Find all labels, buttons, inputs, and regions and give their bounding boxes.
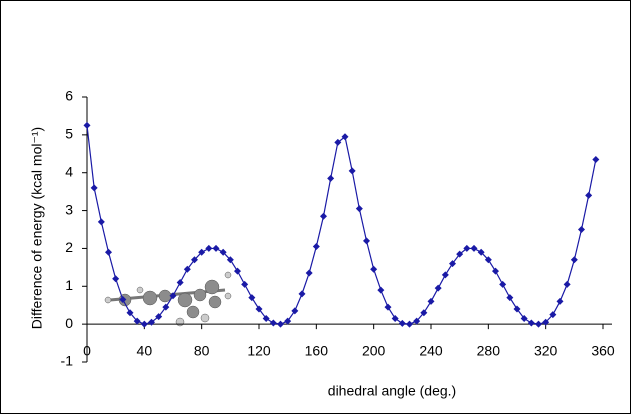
x-tick-label: 280 [477, 343, 501, 359]
data-point [198, 248, 206, 256]
x-tick-label: 40 [137, 343, 153, 359]
data-point [592, 155, 600, 163]
data-point [212, 244, 220, 252]
data-point [463, 244, 471, 252]
data-point [434, 284, 442, 292]
data-point [549, 311, 557, 319]
data-point [535, 320, 542, 328]
x-tick-label: 320 [534, 343, 558, 359]
data-point [398, 319, 406, 327]
data-point [420, 309, 428, 317]
data-point [484, 256, 492, 264]
data-point [441, 271, 449, 279]
data-point [119, 296, 127, 304]
y-tick-label: -1 [61, 353, 74, 369]
data-point [140, 320, 148, 328]
data-point [148, 318, 155, 326]
data-point [413, 317, 421, 325]
molecule-illustration [104, 271, 232, 327]
x-tick-label: 240 [419, 343, 443, 359]
data-point [176, 279, 184, 286]
x-tick-label: 120 [247, 343, 271, 359]
y-tick-label: 1 [65, 277, 73, 293]
data-point [183, 265, 191, 273]
data-point [456, 250, 464, 258]
data-point [83, 121, 91, 129]
data-point [341, 133, 349, 141]
data-point [513, 305, 521, 313]
data-point [305, 269, 313, 277]
data-point [499, 280, 507, 288]
data-point [477, 248, 485, 256]
y-tick-label: 3 [65, 201, 73, 217]
data-point [284, 317, 292, 325]
data-point [269, 319, 277, 327]
data-point [97, 218, 105, 226]
data-point [363, 237, 370, 245]
data-point [384, 303, 392, 311]
data-point [334, 138, 342, 146]
data-point [492, 267, 499, 275]
data-point [226, 256, 234, 264]
data-point [556, 297, 564, 305]
y-tick-label: 6 [65, 88, 73, 104]
data-point [449, 260, 456, 268]
data-point [112, 275, 120, 283]
x-tick-label: 80 [194, 343, 210, 359]
data-point [277, 320, 284, 328]
data-point [327, 174, 335, 182]
data-point [162, 303, 170, 311]
data-point [205, 244, 213, 252]
data-point [255, 305, 263, 313]
data-point [133, 317, 141, 325]
data-point [248, 294, 256, 302]
x-tick-label: 360 [591, 343, 615, 359]
data-point [155, 313, 163, 321]
data-point [578, 226, 585, 233]
data-point [291, 307, 299, 315]
y-tick-label: 0 [65, 315, 73, 331]
x-tick-label: 160 [305, 343, 329, 359]
data-point [427, 297, 435, 305]
x-axis-label: dihedral angle (deg.) [328, 383, 456, 399]
data-point [126, 309, 134, 317]
x-tick-label: 0 [83, 343, 91, 359]
y-tick-label: 2 [65, 239, 73, 255]
data-point [527, 319, 535, 327]
data-point [105, 248, 112, 256]
data-point [234, 267, 241, 275]
data-point [563, 280, 571, 288]
data-point [90, 184, 98, 192]
data-point [542, 318, 550, 326]
data-point [320, 212, 327, 220]
x-tick-label: 200 [362, 343, 386, 359]
data-point [241, 280, 249, 288]
data-point [370, 265, 378, 273]
data-point [570, 256, 578, 264]
data-point [506, 294, 514, 302]
data-point [298, 290, 306, 298]
data-point [470, 244, 478, 252]
data-point [262, 314, 270, 322]
data-point [169, 292, 177, 300]
y-tick-label: 4 [65, 163, 73, 179]
data-point [377, 286, 385, 294]
data-point [348, 167, 356, 175]
y-axis-label: Difference of energy (kcal mol⁻¹) [29, 127, 45, 329]
data-point [406, 320, 413, 328]
data-point [355, 205, 363, 213]
data-point [219, 248, 227, 256]
data-point [520, 314, 528, 322]
data-point [585, 191, 593, 199]
y-tick-label: 5 [65, 126, 73, 142]
data-point [191, 256, 198, 264]
data-point [312, 243, 320, 251]
data-point [391, 314, 399, 322]
